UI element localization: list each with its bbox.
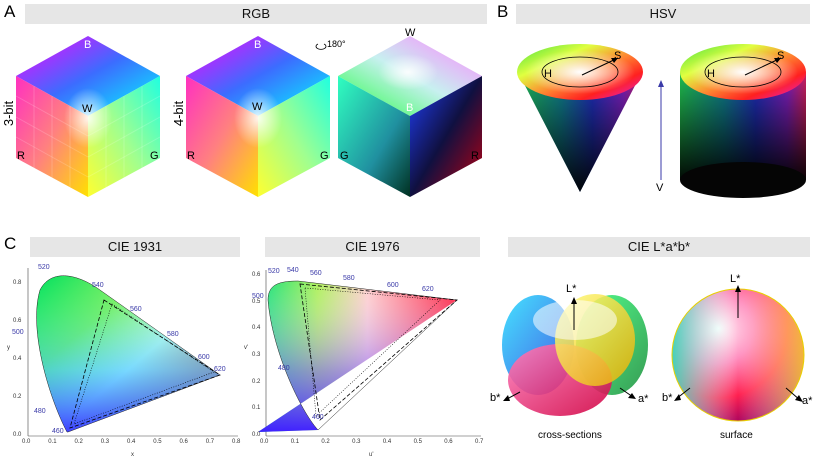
lab-cross-b: b*	[490, 392, 501, 404]
wl1976-560: 560	[310, 270, 322, 277]
cie1976-xtick: 0.7	[475, 439, 484, 445]
cie1976-xtick: 0.2	[321, 439, 330, 445]
wl1931-620: 620	[214, 366, 226, 373]
wl1976-460: 460	[312, 414, 324, 421]
cie1976-title: CIE 1976	[265, 237, 480, 257]
cube1-corner-b: B	[84, 39, 92, 51]
cie1931-ylabel: y	[7, 345, 10, 351]
cube2-corner-w: W	[252, 101, 263, 113]
lab-cross-l: L*	[566, 283, 577, 295]
cube2-corner-g: G	[320, 150, 329, 162]
cie1931-xtick: 0.2	[74, 439, 83, 445]
cube2-corner-r: R	[187, 150, 195, 162]
cie1931-xtick: 0.5	[153, 439, 162, 445]
cie1976-xtick: 0.6	[444, 439, 453, 445]
lab-surface-caption: surface	[720, 430, 753, 441]
cie1976-ytick: 0.5	[252, 298, 261, 305]
wl1931-460: 460	[52, 428, 64, 435]
cylinder-h-label: H	[707, 68, 715, 80]
cube1-corner-r: R	[17, 150, 25, 162]
cie1931-xtick: 0.6	[179, 439, 188, 445]
cie1931-ytick: 0.0	[13, 432, 22, 438]
panel-b-letter: B	[497, 2, 509, 21]
wl1931-500: 500	[12, 329, 24, 336]
lab-sphere-b: b*	[662, 392, 673, 404]
wl1931-520: 520	[38, 264, 50, 271]
cie1976-xtick: 0.3	[352, 439, 361, 445]
cie1931-ytick: 0.4	[13, 356, 22, 362]
cie1931-ytick: 0.6	[13, 318, 22, 324]
wl1976-540: 540	[287, 267, 299, 274]
wl1976-580: 580	[343, 275, 355, 282]
wl1976-620: 620	[422, 286, 434, 293]
cie1976-xlabel: u'	[369, 452, 374, 458]
cie1976-ytick: 0.6	[252, 272, 261, 278]
cube3-corner-w: W	[405, 27, 416, 39]
cie1931-ytick: 0.2	[13, 394, 22, 400]
panel-b-title: HSV	[516, 4, 810, 24]
cie1931-xtick: 0.0	[22, 439, 31, 445]
cube2-corner-b: B	[254, 39, 262, 51]
rotation-label: 180°	[327, 39, 346, 49]
cie1931-xtick: 0.1	[48, 439, 57, 445]
wl1976-480: 480	[278, 365, 290, 372]
lab-cross-a: a*	[638, 393, 649, 405]
cone-h-label: H	[544, 68, 552, 80]
cube3-corner-r: R	[471, 150, 479, 162]
cie1931-xtick: 0.4	[127, 439, 136, 445]
cie1976-ytick: 0.2	[252, 378, 261, 385]
cie1976-xtick: 0.0	[260, 439, 269, 445]
lab-cross-caption: cross-sections	[538, 430, 602, 441]
cie1976-ylabel: v'	[244, 345, 249, 351]
cie1976-xtick: 0.5	[413, 439, 422, 445]
cie1976-xtick: 0.1	[290, 439, 300, 445]
panel-c-letter: C	[4, 234, 17, 253]
cylinder-s-label: S	[777, 50, 785, 62]
lab-sphere-l: L*	[730, 273, 741, 285]
cie1976-xtick: 0.4	[382, 439, 392, 445]
cie1976-ytick: 0.3	[252, 352, 261, 358]
cie1976-ytick: 0.1	[252, 405, 261, 412]
cube3-corner-b: B	[406, 102, 414, 114]
wl1931-480: 480	[34, 408, 46, 415]
cie1976-ytick: 0.4	[252, 325, 261, 332]
cube3-corner-g: G	[340, 150, 349, 162]
wl1976-600: 600	[387, 282, 399, 289]
wl1931-600: 600	[198, 354, 210, 361]
cie1931-xtick: 0.7	[205, 439, 215, 445]
v-axis-label: V	[656, 182, 664, 194]
cielab-title: CIE L*a*b*	[508, 237, 810, 257]
cube1-corner-w: W	[82, 103, 93, 115]
wl1976-520: 520	[268, 268, 280, 275]
wl1931-560: 560	[130, 306, 142, 313]
cone-s-label: S	[614, 50, 622, 62]
panel-a-title: RGB	[25, 4, 487, 24]
cie1976-ytick: 0.0	[252, 432, 261, 438]
cie1931-xlabel: x	[131, 452, 134, 458]
wl1931-580: 580	[167, 331, 179, 338]
cie1931-ytick: 0.8	[13, 280, 22, 286]
cie1931-title: CIE 1931	[30, 237, 240, 257]
panel-a-letter: A	[4, 2, 16, 21]
wl1976-500: 500	[252, 293, 264, 300]
cie1931-xtick: 0.8	[232, 439, 241, 445]
lab-sphere-a: a*	[802, 395, 813, 407]
cube1-corner-g: G	[150, 150, 159, 162]
wl1931-540: 540	[92, 282, 104, 289]
cie1931-xtick: 0.3	[100, 439, 110, 445]
